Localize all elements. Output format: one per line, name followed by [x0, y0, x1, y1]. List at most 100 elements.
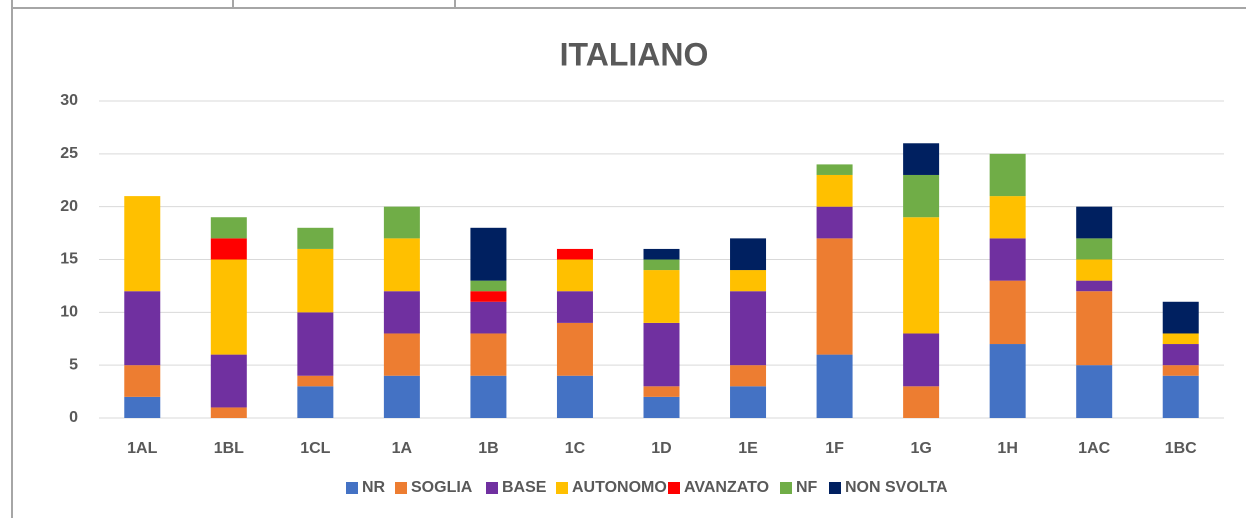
bar-segment — [1162, 375, 1199, 418]
x-tick-label: 1AL — [127, 440, 157, 457]
x-tick-label: 1D — [651, 440, 671, 457]
bar-segment — [816, 354, 853, 418]
bar-segment — [816, 206, 853, 239]
bar-segment — [643, 322, 680, 387]
legend-label: BASE — [502, 479, 547, 496]
bar-segment — [210, 259, 247, 355]
bar-segment — [470, 301, 507, 334]
bar-segment — [383, 333, 420, 376]
x-tick-label: 1BC — [1165, 440, 1197, 457]
legend-label: AUTONOMO — [572, 479, 667, 496]
bar-segment — [556, 322, 593, 376]
bar-segment — [297, 312, 334, 376]
bar-segment — [989, 344, 1026, 418]
bar-segment — [730, 365, 767, 387]
bar-segment — [730, 291, 767, 366]
bar-segment — [556, 259, 593, 292]
bar-segment — [297, 386, 334, 418]
y-tick-label: 5 — [69, 356, 78, 373]
legend-swatch — [829, 482, 841, 494]
bar-segment — [124, 291, 161, 366]
bar-segment — [383, 375, 420, 418]
bar-segment — [643, 248, 680, 260]
bar-segment — [297, 227, 334, 249]
x-tick-label: 1H — [997, 440, 1017, 457]
bar-segment — [643, 270, 680, 323]
y-tick-label: 10 — [60, 304, 78, 321]
bar-segment — [903, 386, 940, 418]
y-tick-label: 30 — [60, 92, 78, 109]
x-tick-label: 1BL — [214, 440, 244, 457]
legend-swatch — [668, 482, 680, 494]
bar-segment — [1076, 365, 1113, 418]
bar-segment — [556, 248, 593, 260]
legend-swatch — [486, 482, 498, 494]
x-tick-label: 1AC — [1078, 440, 1110, 457]
bar-segment — [816, 164, 853, 175]
bar-segment — [903, 174, 940, 218]
legend-swatch — [780, 482, 792, 494]
bar-segment — [643, 386, 680, 397]
bar-segment — [556, 291, 593, 323]
y-tick-label: 20 — [60, 198, 78, 215]
x-tick-label: 1A — [392, 440, 413, 457]
x-tick-label: 1CL — [300, 440, 330, 457]
x-tick-label: 1G — [910, 440, 931, 457]
bar-segment — [383, 206, 420, 239]
x-tick-label: 1F — [825, 440, 844, 457]
legend-swatch — [556, 482, 568, 494]
bar-segment — [1076, 206, 1113, 239]
bar-segment — [1076, 280, 1113, 292]
bar-segment — [989, 280, 1026, 345]
bar-segment — [989, 238, 1026, 281]
bar-segment — [124, 365, 161, 397]
y-tick-label: 25 — [60, 145, 78, 162]
bar-segment — [210, 217, 247, 239]
bar-segment — [124, 396, 161, 418]
legend-label: NON SVOLTA — [845, 479, 948, 496]
chart-title: ITALIANO — [560, 36, 709, 72]
bar-segment — [124, 196, 161, 292]
legend-label: AVANZATO — [684, 479, 769, 496]
bar-segment — [816, 174, 853, 207]
bar-segment — [903, 333, 940, 387]
bar-segment — [383, 238, 420, 292]
x-tick-label: 1B — [478, 440, 498, 457]
bar-segment — [1162, 344, 1199, 366]
bar-segment — [470, 291, 507, 302]
y-tick-label: 0 — [69, 409, 78, 426]
x-tick-label: 1E — [738, 440, 758, 457]
bar-segment — [470, 375, 507, 418]
bar-segment — [210, 354, 247, 408]
bar-segment — [730, 238, 767, 271]
bar-segment — [297, 375, 334, 387]
bar-segment — [210, 238, 247, 260]
bar-segment — [1076, 291, 1113, 366]
bar-segment — [903, 217, 940, 334]
bar-segment — [470, 280, 507, 292]
bar-segment — [989, 196, 1026, 239]
legend-label: NF — [796, 479, 818, 496]
bar-segment — [730, 386, 767, 418]
y-tick-label: 15 — [60, 251, 78, 268]
bar-segment — [210, 407, 247, 418]
bar-segment — [383, 291, 420, 334]
x-tick-label: 1C — [565, 440, 586, 457]
bar-segment — [1162, 333, 1199, 345]
bar-segment — [816, 238, 853, 355]
bar-segment — [556, 375, 593, 418]
legend-swatch — [395, 482, 407, 494]
bar-segment — [989, 153, 1026, 197]
bar-segment — [470, 333, 507, 376]
bar-segment — [297, 248, 334, 313]
bar-segment — [1076, 259, 1113, 281]
bar-segment — [903, 143, 940, 175]
bar-segment — [730, 270, 767, 292]
legend-label: NR — [362, 479, 386, 496]
legend-swatch — [346, 482, 358, 494]
frame — [11, 0, 1246, 518]
bar-segment — [1162, 301, 1199, 334]
legend-label: SOGLIA — [411, 479, 473, 496]
bar-segment — [1076, 238, 1113, 260]
